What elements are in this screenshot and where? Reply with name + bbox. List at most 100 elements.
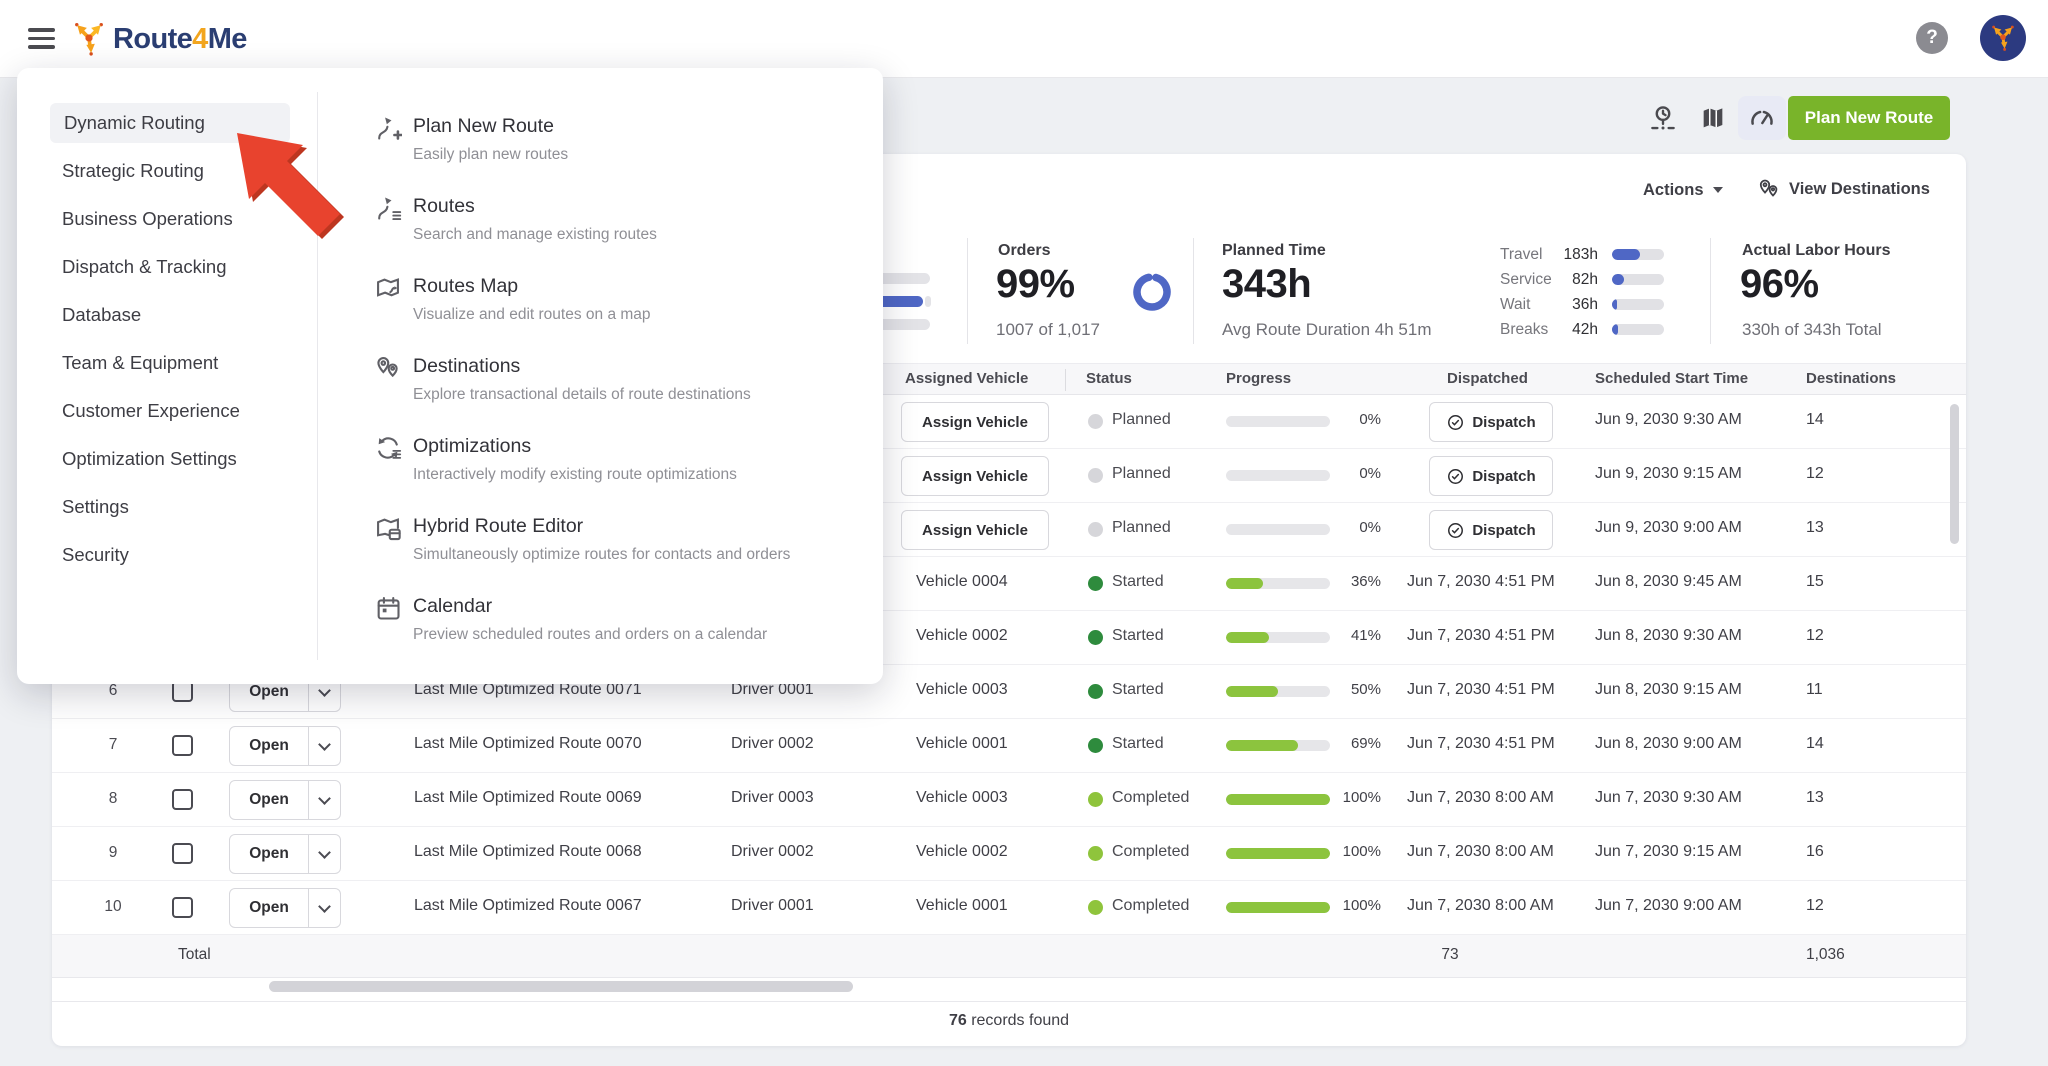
hamburger-menu-icon[interactable]: [28, 28, 55, 50]
planned-time-label: Planned Time: [1222, 242, 1326, 259]
menu-item-strategic-routing[interactable]: Strategic Routing: [62, 160, 204, 181]
menu-item-customer-experience[interactable]: Customer Experience: [62, 400, 240, 421]
horizontal-scrollbar[interactable]: [269, 981, 853, 992]
menu-item-settings[interactable]: Settings: [62, 496, 129, 517]
menu-item-team-equipment[interactable]: Team & Equipment: [62, 352, 219, 373]
column-header-scheduled-start-time: Scheduled Start Time: [1595, 370, 1749, 387]
assigned-vehicle: Vehicle 0001: [916, 897, 1008, 914]
open-dropdown-toggle[interactable]: [309, 889, 340, 927]
row-checkbox[interactable]: [172, 789, 193, 810]
progress-percent: 0%: [1359, 465, 1381, 482]
progress-fill: [1226, 848, 1330, 859]
vertical-scrollbar[interactable]: [1950, 404, 1959, 544]
menu-item-dispatch-tracking[interactable]: Dispatch & Tracking: [62, 256, 227, 277]
route-name[interactable]: Last Mile Optimized Route 0067: [414, 897, 642, 914]
assign-vehicle-button[interactable]: Assign Vehicle: [901, 456, 1049, 496]
open-dropdown-toggle[interactable]: [309, 781, 340, 819]
open-route-button[interactable]: Open: [229, 726, 341, 766]
progress-fill: [1226, 578, 1264, 589]
destinations-count: 15: [1806, 573, 1824, 590]
progress-percent: 50%: [1350, 681, 1381, 698]
open-route-button[interactable]: Open: [229, 888, 341, 928]
destinations-count: 14: [1806, 735, 1824, 752]
route-history-icon[interactable]: [1642, 98, 1684, 138]
table-row: 8 Open Last Mile Optimized Route 0069 Drive…: [52, 773, 1966, 827]
progress-percent: 100%: [1342, 789, 1381, 806]
menu-item-business-operations[interactable]: Business Operations: [62, 208, 233, 229]
dispatch-button[interactable]: Dispatch: [1429, 402, 1553, 442]
assign-vehicle-button[interactable]: Assign Vehicle: [901, 510, 1049, 550]
menu-link-description: Interactively modify existing route opti…: [413, 466, 737, 483]
plan-new-route-button[interactable]: Plan New Route: [1788, 96, 1950, 140]
destinations-count: 12: [1806, 627, 1824, 644]
route-name[interactable]: Last Mile Optimized Route 0069: [414, 789, 642, 806]
bar-fill: [1612, 324, 1619, 335]
route-name[interactable]: Last Mile Optimized Route 0070: [414, 735, 642, 752]
destinations-count: 14: [1806, 411, 1824, 428]
open-label: Open: [230, 727, 309, 765]
menu-item-optimization-settings[interactable]: Optimization Settings: [62, 448, 237, 469]
menu-link-routes[interactable]: Routes: [413, 195, 475, 217]
progress-fill: [1226, 794, 1330, 805]
status-dot-completed: [1088, 846, 1103, 861]
dashboard-icon[interactable]: [1738, 96, 1786, 140]
status-dot-started: [1088, 576, 1103, 591]
menu-link-calendar[interactable]: Calendar: [413, 595, 493, 617]
open-dropdown-toggle[interactable]: [309, 835, 340, 873]
menu-link-destinations[interactable]: Destinations: [413, 355, 521, 377]
open-route-button[interactable]: Open: [229, 834, 341, 874]
progress-bar: [1226, 524, 1330, 535]
row-checkbox[interactable]: [172, 897, 193, 918]
dispatch-button[interactable]: Dispatch: [1429, 456, 1553, 496]
progress-bar: [1226, 848, 1330, 859]
view-destinations-button[interactable]: View Destinations: [1757, 172, 1930, 206]
status-label: Started: [1112, 627, 1164, 644]
row-number: 10: [104, 898, 122, 915]
route4me-logo[interactable]: Route4Me: [72, 14, 247, 64]
actual-labor-percent: 96%: [1740, 262, 1819, 306]
table-row: Vehicle 0004 Started 36% Jun 7, 2030 4:51 P…: [52, 557, 1966, 611]
row-checkbox[interactable]: [172, 735, 193, 756]
menu-link-optimizations[interactable]: Optimizations: [413, 435, 532, 457]
help-button[interactable]: ?: [1916, 22, 1948, 54]
dispatch-button[interactable]: Dispatch: [1429, 510, 1553, 550]
status-dot-planned: [1088, 468, 1103, 483]
plan-new-route-icon: [374, 114, 403, 142]
assigned-vehicle: Vehicle 0002: [916, 843, 1008, 860]
menu-link-hybrid-route-editor[interactable]: Hybrid Route Editor: [413, 515, 584, 537]
header-divider: [1065, 369, 1066, 391]
menu-item-database[interactable]: Database: [62, 304, 142, 325]
scheduled-start-time: Jun 7, 2030 9:00 AM: [1595, 897, 1742, 914]
status-label: Started: [1112, 681, 1164, 698]
assign-vehicle-button[interactable]: Assign Vehicle: [901, 402, 1049, 442]
destinations-count: 12: [1806, 465, 1824, 482]
user-avatar[interactable]: [1980, 15, 2026, 61]
menu-item-security[interactable]: Security: [62, 544, 129, 565]
actions-menu-button[interactable]: Actions: [1643, 174, 1723, 206]
table-row: Vehicle 0002 Started 41% Jun 7, 2030 4:51 P…: [52, 611, 1966, 665]
footer-divider: [52, 1001, 1966, 1002]
map-icon[interactable]: [1692, 98, 1734, 138]
progress-percent: 36%: [1350, 573, 1381, 590]
menu-link-routes-map[interactable]: Routes Map: [413, 275, 519, 297]
logo-text: Route4Me: [113, 22, 247, 55]
row-checkbox[interactable]: [172, 843, 193, 864]
open-label: Open: [230, 673, 309, 711]
menu-link-plan-new-route[interactable]: Plan New Route: [413, 115, 554, 137]
progress-percent: 100%: [1342, 843, 1381, 860]
total-dispatched: 73: [1441, 946, 1459, 963]
route-name[interactable]: Last Mile Optimized Route 0071: [414, 681, 642, 698]
destinations-count: 16: [1806, 843, 1824, 860]
assigned-vehicle: Vehicle 0001: [916, 735, 1008, 752]
dispatched-time: Jun 7, 2030 4:51 PM: [1407, 627, 1555, 644]
row-checkbox[interactable]: [172, 681, 193, 702]
open-dropdown-toggle[interactable]: [309, 727, 340, 765]
route-name[interactable]: Last Mile Optimized Route 0068: [414, 843, 642, 860]
actual-labor-sub: 330h of 343h Total: [1742, 320, 1882, 339]
open-route-button[interactable]: Open: [229, 780, 341, 820]
driver-name: Driver 0001: [731, 681, 814, 698]
progress-bar: [1226, 686, 1330, 697]
optimizations-icon: [374, 434, 402, 462]
scheduled-start-time: Jun 7, 2030 9:15 AM: [1595, 843, 1742, 860]
status-dot-planned: [1088, 414, 1103, 429]
